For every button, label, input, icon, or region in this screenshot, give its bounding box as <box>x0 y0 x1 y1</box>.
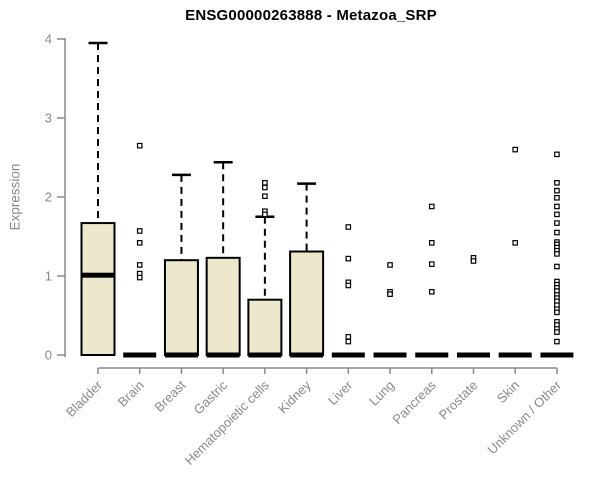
x-axis-tick-label: Bladder <box>63 377 106 420</box>
x-axis-tick-label: Skin <box>494 378 522 406</box>
outlier-point <box>428 289 435 295</box>
median-line <box>290 352 324 358</box>
outlier-point <box>345 255 352 262</box>
x-axis-tick-label: Lung <box>366 378 397 409</box>
box-rect <box>80 222 116 356</box>
x-axis-tick-label: Pancreas <box>389 377 439 427</box>
outlier-point <box>387 291 393 297</box>
outlier-point <box>428 203 435 210</box>
outlier-point <box>428 240 435 246</box>
outlier-point <box>136 228 143 234</box>
outlier-point <box>554 309 560 316</box>
outlier-point <box>512 240 519 246</box>
median-line <box>540 352 574 358</box>
box-rect <box>163 259 199 357</box>
box-rect <box>247 298 283 357</box>
x-axis-tick-label: Kidney <box>275 377 314 416</box>
outlier-point <box>262 184 268 191</box>
outlier-point <box>554 151 560 158</box>
median-line <box>415 352 449 358</box>
outlier-point <box>554 220 560 226</box>
outlier-point <box>554 194 560 201</box>
x-axis-tick-label: Brain <box>115 378 147 410</box>
median-line <box>373 352 407 358</box>
outlier-point <box>262 193 268 200</box>
outlier-point <box>554 329 560 335</box>
outlier-point <box>345 334 352 340</box>
outlier-point <box>136 262 143 268</box>
outlier-point <box>554 338 560 345</box>
outlier-point <box>554 187 560 194</box>
y-axis-tick-label: 1 <box>45 269 52 284</box>
outlier-point <box>345 224 352 230</box>
outlier-point <box>554 229 560 236</box>
box-rect <box>289 250 325 356</box>
outlier-point <box>554 251 560 257</box>
outlier-point <box>512 146 519 153</box>
median-line <box>456 352 490 358</box>
outlier-point <box>387 262 393 268</box>
outlier-point <box>554 203 560 210</box>
x-axis-tick-label: Prostate <box>436 378 481 423</box>
outlier-point <box>136 142 143 149</box>
x-axis-tick-label: Gastric <box>191 377 231 417</box>
box-rect <box>205 256 241 356</box>
median-line <box>498 352 532 358</box>
outlier-point <box>554 179 560 186</box>
outlier-point <box>345 338 352 345</box>
y-axis-tick-label: 3 <box>45 111 52 126</box>
outlier-point <box>470 258 477 264</box>
outlier-point <box>428 261 435 267</box>
outlier-point <box>554 263 560 270</box>
median-line <box>248 352 282 358</box>
median-line <box>164 352 198 358</box>
y-axis-tick-label: 4 <box>45 32 52 47</box>
median-line <box>206 352 240 358</box>
outlier-point <box>554 211 560 218</box>
median-line <box>123 352 157 358</box>
median-line <box>331 352 365 358</box>
x-axis-tick-label: Unknown / Other <box>484 377 564 457</box>
outlier-point <box>136 240 143 246</box>
outlier-point <box>262 211 268 218</box>
outlier-point <box>136 274 143 281</box>
median-line <box>81 272 115 278</box>
chart-title: ENSG00000263888 - Metazoa_SRP <box>185 7 437 24</box>
y-axis-tick-label: 2 <box>45 190 52 205</box>
y-axis-tick-label: 0 <box>45 348 52 363</box>
outlier-point <box>262 179 268 186</box>
outlier-point <box>345 282 352 289</box>
x-axis-tick-label: Liver <box>325 377 356 408</box>
x-axis-tick-label: Breast <box>151 377 188 414</box>
